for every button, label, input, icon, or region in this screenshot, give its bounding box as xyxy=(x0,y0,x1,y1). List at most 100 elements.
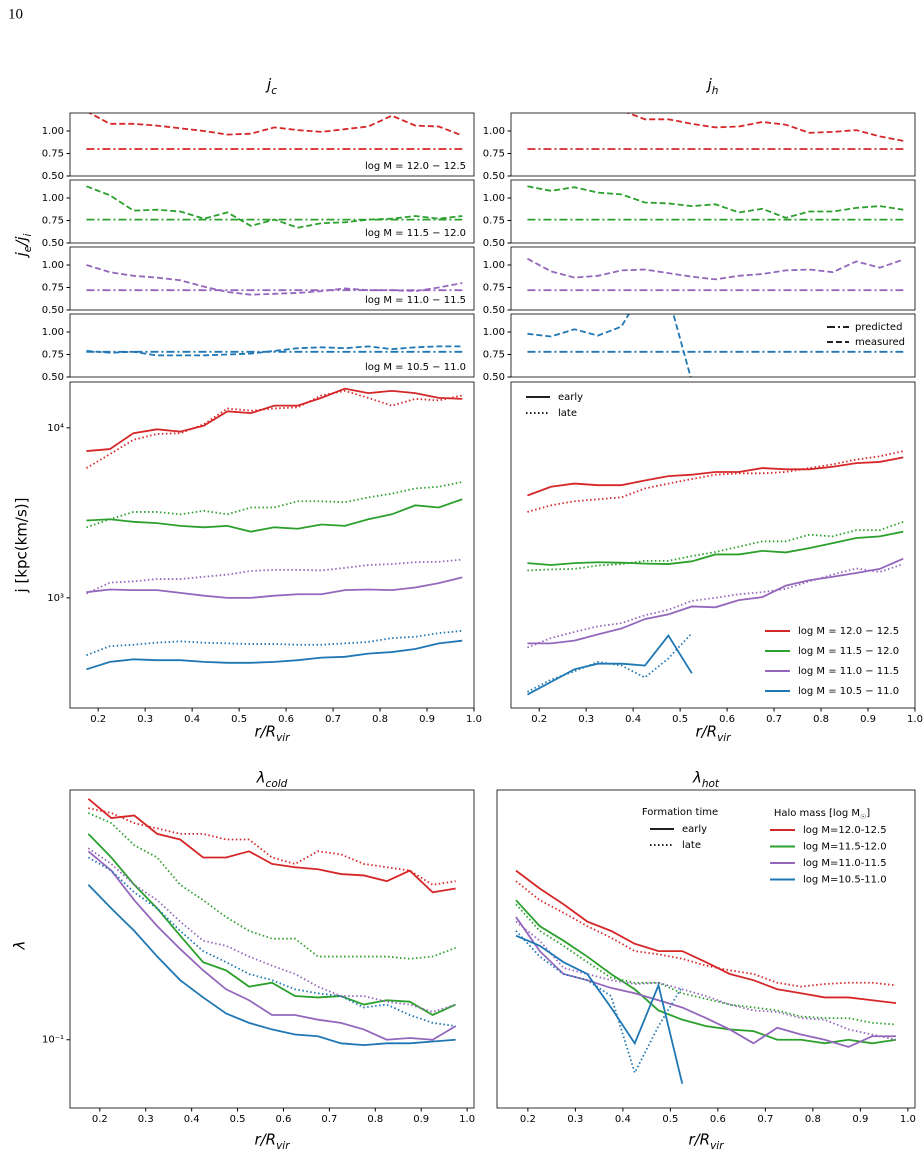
x-tick-label: 0.3 xyxy=(137,714,153,725)
series-line xyxy=(86,629,463,657)
series-line xyxy=(87,113,463,137)
y-tick-label: 1.00 xyxy=(42,327,64,338)
y-axis-label: λ xyxy=(11,941,29,951)
y-tick-label: 1.00 xyxy=(42,126,64,137)
legend-label: log M=12.0-12.5 xyxy=(803,825,887,836)
series-line xyxy=(87,798,456,894)
x-tick-label: 0.6 xyxy=(278,714,294,725)
legend-title: Formation time xyxy=(642,807,718,818)
axes-frame xyxy=(69,179,475,244)
x-tick-label: 0.4 xyxy=(615,1114,631,1125)
axes-frame xyxy=(510,313,916,378)
legend-label: log M=11.5-12.0 xyxy=(803,842,887,853)
x-tick-label: 0.9 xyxy=(852,1114,868,1125)
x-tick-label: 0.2 xyxy=(520,1114,536,1125)
series-line xyxy=(87,833,457,1017)
series-line xyxy=(87,847,456,1013)
series-line xyxy=(515,934,684,1084)
legend-label: log M = 11.0 − 11.5 xyxy=(798,666,899,677)
x-tick-label: 0.5 xyxy=(231,714,247,725)
legend-label: measured xyxy=(855,337,905,348)
series-line xyxy=(86,576,463,599)
x-tick-label: 0.5 xyxy=(230,1114,246,1125)
y-tick-label: 0.50 xyxy=(483,171,505,182)
x-tick-label: 0.7 xyxy=(766,714,782,725)
x-tick-label: 0.4 xyxy=(625,714,641,725)
legend-label: log M = 10.5 − 11.0 xyxy=(798,686,899,697)
legend-label: log M = 12.0 − 12.5 xyxy=(798,626,899,637)
series-line xyxy=(527,520,904,572)
x-tick-label: 0.3 xyxy=(567,1114,583,1125)
y-tick-label: 0.75 xyxy=(42,283,64,294)
legend-label: predicted xyxy=(855,322,902,333)
y-tick-label: 1.00 xyxy=(42,193,64,204)
y-tick-label: 10³ xyxy=(47,593,64,604)
x-tick-label: 0.9 xyxy=(419,714,435,725)
y-tick-label: 0.50 xyxy=(42,238,64,249)
x-tick-label: 0.8 xyxy=(367,1114,383,1125)
y-tick-label: 10⁴ xyxy=(47,423,64,434)
annotation: log M = 11.5 − 12.0 xyxy=(365,228,466,239)
y-axis-label: j [kpc(km/s)] xyxy=(13,498,31,594)
x-tick-label: 0.8 xyxy=(805,1114,821,1125)
series-line xyxy=(527,450,904,513)
annotation: log M = 12.0 − 12.5 xyxy=(365,161,466,172)
series-line xyxy=(86,264,463,296)
y-tick-label: 0.75 xyxy=(483,216,505,227)
legend-label: log M = 11.5 − 12.0 xyxy=(798,646,899,657)
x-tick-label: 0.4 xyxy=(184,714,200,725)
series-line xyxy=(527,314,692,377)
series-line xyxy=(527,557,904,645)
x-tick-label: 0.2 xyxy=(90,714,106,725)
x-tick-label: 0.8 xyxy=(372,714,388,725)
axes-frame xyxy=(496,789,916,1109)
y-tick-label: 0.75 xyxy=(483,283,505,294)
y-tick-label: 1.00 xyxy=(483,126,505,137)
y-tick-label: 0.75 xyxy=(42,149,64,160)
x-tick-label: 1.0 xyxy=(466,714,482,725)
y-tick-label: 1.00 xyxy=(42,260,64,271)
x-tick-label: 0.2 xyxy=(531,714,547,725)
axes-frame xyxy=(69,112,475,177)
series-line xyxy=(87,856,456,1028)
legend-title: Halo mass [log M☉] xyxy=(774,808,870,821)
series-line xyxy=(515,930,684,1076)
series-line xyxy=(86,558,463,595)
x-tick-label: 1.0 xyxy=(900,1114,916,1125)
axes-frame xyxy=(69,381,475,709)
y-tick-label: 0.50 xyxy=(42,372,64,383)
axes-frame xyxy=(69,246,475,311)
series-line xyxy=(87,884,456,1047)
series-line xyxy=(625,113,904,142)
y-tick-label: 0.50 xyxy=(42,171,64,182)
legend-label: late xyxy=(558,408,577,419)
series-line xyxy=(527,257,904,281)
series-line xyxy=(87,850,457,1041)
x-tick-label: 0.9 xyxy=(413,1114,429,1125)
x-tick-label: 0.4 xyxy=(184,1114,200,1125)
x-tick-label: 0.3 xyxy=(578,714,594,725)
x-tick-label: 0.5 xyxy=(672,714,688,725)
y-tick-label: 0.50 xyxy=(42,305,64,316)
y-tick-label: 1.00 xyxy=(483,260,505,271)
legend-label: early xyxy=(682,824,707,835)
x-tick-label: 0.5 xyxy=(662,1114,678,1125)
axes-frame xyxy=(510,246,916,311)
x-tick-label: 0.7 xyxy=(321,1114,337,1125)
series-line xyxy=(527,530,904,566)
series-line xyxy=(86,498,463,533)
series-line xyxy=(527,185,904,219)
series-line xyxy=(527,632,693,693)
x-tick-label: 0.6 xyxy=(276,1114,292,1125)
axes-frame xyxy=(510,112,916,177)
series-line xyxy=(88,807,456,886)
x-tick-label: 1.0 xyxy=(907,714,923,725)
x-tick-label: 0.8 xyxy=(813,714,829,725)
axes-frame xyxy=(510,381,916,709)
series-line xyxy=(86,387,463,452)
series-line xyxy=(86,185,463,229)
x-tick-label: 1.0 xyxy=(459,1114,475,1125)
y-tick-label: 0.75 xyxy=(42,216,64,227)
axes-frame xyxy=(510,179,916,244)
page-number: 10 xyxy=(8,6,23,22)
